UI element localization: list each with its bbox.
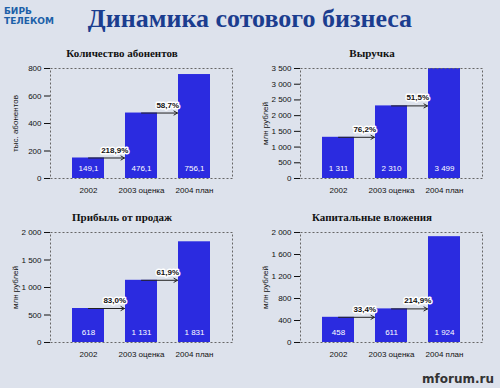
svg-text:58,7%: 58,7% bbox=[156, 101, 179, 110]
html-text:Количество абонентов: Количество абонентов bbox=[66, 47, 178, 59]
svg-text:2002: 2002 bbox=[330, 186, 348, 195]
svg-text:0: 0 bbox=[37, 174, 42, 183]
svg-text:458: 458 bbox=[332, 328, 346, 337]
svg-text:1 831: 1 831 bbox=[184, 328, 205, 337]
svg-text:214,9%: 214,9% bbox=[404, 296, 431, 305]
svg-text:2004 план: 2004 план bbox=[426, 186, 464, 195]
svg-text:756,1: 756,1 bbox=[184, 164, 205, 173]
svg-text:61,9%: 61,9% bbox=[156, 268, 179, 277]
svg-text:млн рублей: млн рублей bbox=[261, 102, 270, 145]
svg-text:2002: 2002 bbox=[80, 350, 98, 359]
svg-text:2003 оценка: 2003 оценка bbox=[369, 350, 416, 359]
svg-text:400: 400 bbox=[28, 119, 42, 128]
svg-text:2003 оценка: 2003 оценка bbox=[119, 350, 166, 359]
svg-text:0: 0 bbox=[37, 338, 42, 347]
svg-text:83,0%: 83,0% bbox=[103, 296, 126, 305]
svg-text:149,1: 149,1 bbox=[78, 164, 99, 173]
svg-text:800: 800 bbox=[28, 64, 42, 73]
svg-text:1 200: 1 200 bbox=[271, 272, 292, 281]
svg-text:2004 план: 2004 план bbox=[426, 350, 464, 359]
svg-text:тыс. абонентов: тыс. абонентов bbox=[11, 95, 20, 152]
svg-text:3 499: 3 499 bbox=[434, 164, 455, 173]
html-text:mforum.ru: mforum.ru bbox=[422, 372, 494, 386]
html-text:Выручка: Выручка bbox=[349, 47, 395, 59]
svg-text:600: 600 bbox=[28, 92, 42, 101]
svg-text:200: 200 bbox=[28, 147, 42, 156]
svg-text:млн рублей: млн рублей bbox=[261, 266, 270, 309]
svg-text:618: 618 bbox=[82, 328, 96, 337]
svg-text:2003 оценка: 2003 оценка bbox=[119, 186, 166, 195]
svg-text:1 500: 1 500 bbox=[21, 256, 42, 265]
svg-text:2003 оценка: 2003 оценка bbox=[369, 186, 416, 195]
svg-text:218,9%: 218,9% bbox=[101, 146, 128, 155]
html-text:Прибыль от продаж: Прибыль от продаж bbox=[72, 211, 172, 223]
svg-text:2 500: 2 500 bbox=[271, 95, 292, 104]
svg-text:500: 500 bbox=[278, 158, 292, 167]
svg-text:76,2%: 76,2% bbox=[353, 125, 376, 134]
svg-text:1 924: 1 924 bbox=[434, 328, 455, 337]
svg-text:476,1: 476,1 bbox=[131, 164, 152, 173]
svg-text:400: 400 bbox=[278, 316, 292, 325]
svg-text:2004 план: 2004 план bbox=[176, 186, 214, 195]
svg-text:2 000: 2 000 bbox=[21, 228, 42, 237]
svg-text:1 000: 1 000 bbox=[271, 143, 292, 152]
svg-text:2 310: 2 310 bbox=[381, 164, 402, 173]
svg-text:1 131: 1 131 bbox=[131, 328, 152, 337]
svg-text:0: 0 bbox=[287, 338, 292, 347]
svg-text:500: 500 bbox=[28, 311, 42, 320]
svg-text:800: 800 bbox=[278, 294, 292, 303]
html-text:Капитальные вложения: Капитальные вложения bbox=[312, 211, 432, 223]
svg-text:1 000: 1 000 bbox=[21, 283, 42, 292]
html-text:Динамика сотового бизнеса: Динамика сотового бизнеса bbox=[87, 4, 413, 33]
svg-text:2004 план: 2004 план bbox=[176, 350, 214, 359]
svg-text:2002: 2002 bbox=[330, 350, 348, 359]
svg-text:3 000: 3 000 bbox=[271, 80, 292, 89]
svg-text:0: 0 bbox=[287, 174, 292, 183]
svg-text:2002: 2002 bbox=[80, 186, 98, 195]
svg-text:2 000: 2 000 bbox=[271, 228, 292, 237]
svg-text:1 311: 1 311 bbox=[329, 164, 349, 173]
svg-text:2 000: 2 000 bbox=[271, 111, 292, 120]
svg-text:51,5%: 51,5% bbox=[406, 93, 429, 102]
svg-text:3 500: 3 500 bbox=[271, 64, 292, 73]
svg-text:1 600: 1 600 bbox=[271, 250, 292, 259]
svg-text:1 500: 1 500 bbox=[271, 127, 292, 136]
svg-text:млн рублей: млн рублей bbox=[11, 266, 20, 309]
svg-text:33,4%: 33,4% bbox=[353, 305, 376, 314]
svg-text:611: 611 bbox=[385, 328, 398, 337]
html-text:БИРЬ ТЕЛЕКОМ: БИРЬ ТЕЛЕКОМ bbox=[4, 6, 54, 26]
